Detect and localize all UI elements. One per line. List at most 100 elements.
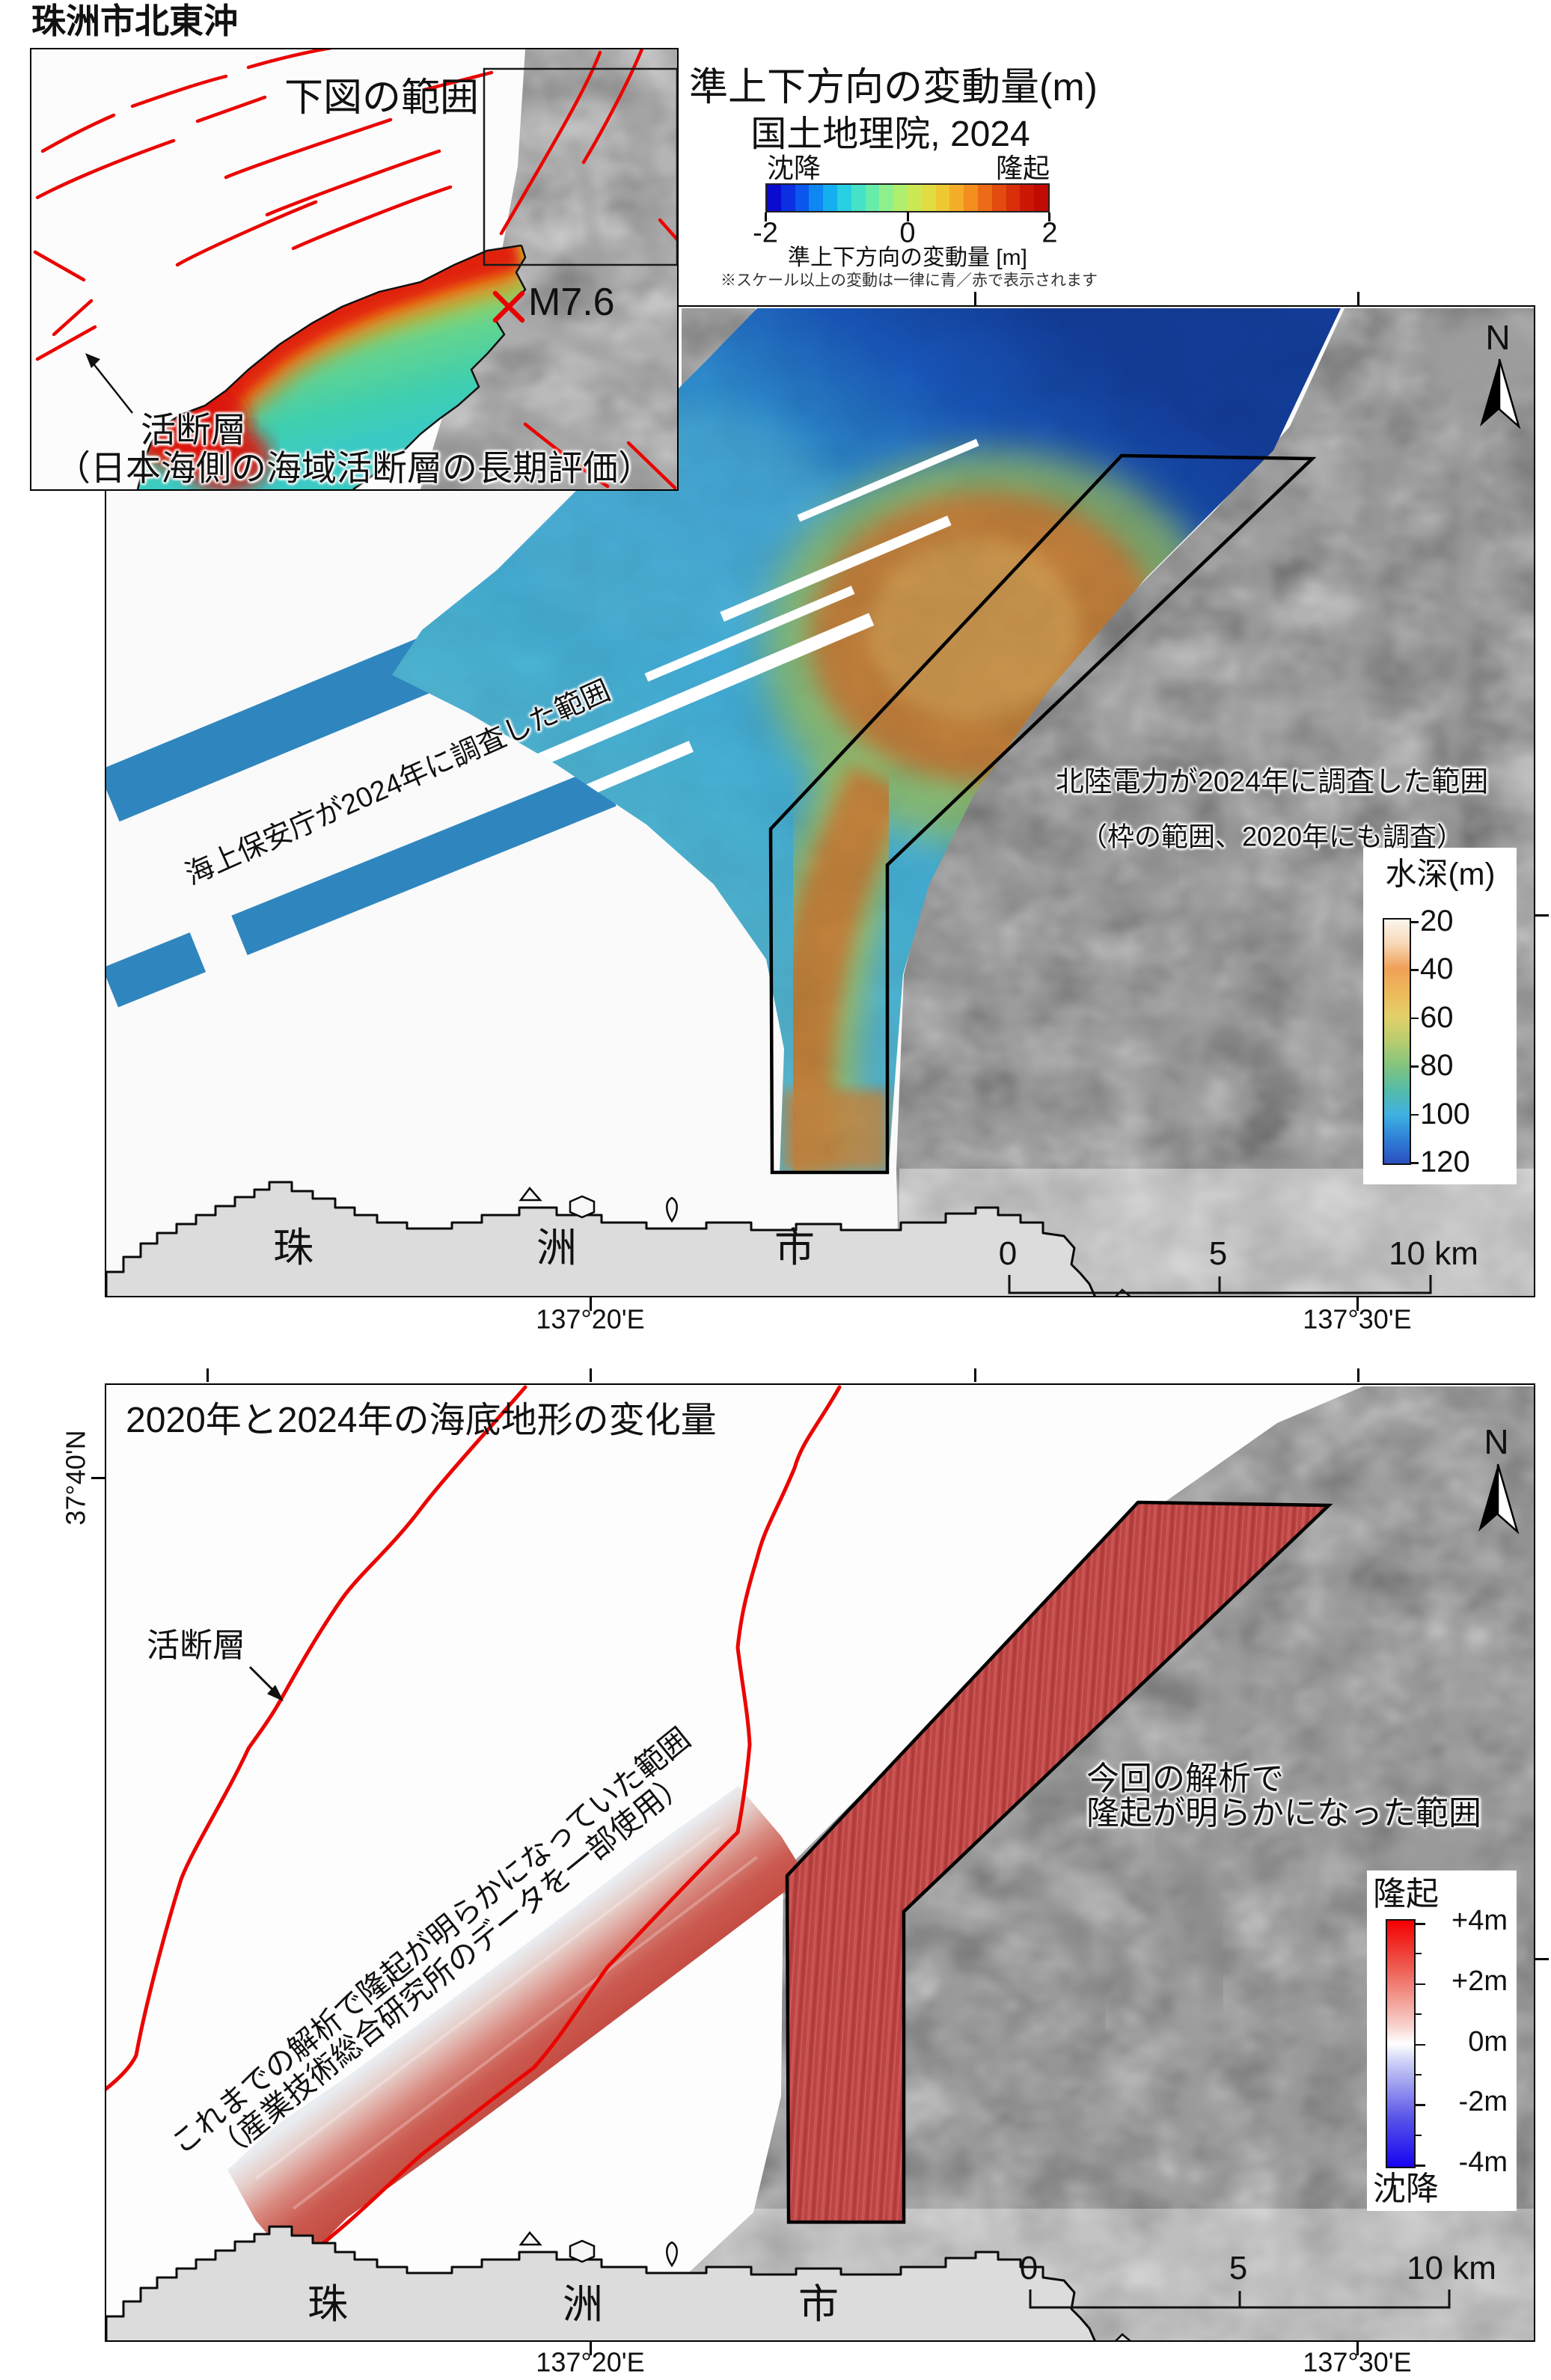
extent-rectangle xyxy=(483,67,677,266)
city-char-top-2: 洲 xyxy=(536,1225,577,1270)
gsi-colorbar-segment xyxy=(879,185,894,211)
gsi-subside-label: 沈降 xyxy=(767,153,822,183)
current-area-line1: 今回の解析で xyxy=(1086,1760,1284,1797)
north-label-bottom: N xyxy=(1484,1422,1509,1462)
inset-fault-sublabel: （日本海側の海域活断層の長期評価） xyxy=(55,448,653,488)
depth-tick-mark xyxy=(1410,1065,1419,1068)
scale-bar-top xyxy=(1008,1275,1432,1294)
uplift-minor-tick xyxy=(1416,2013,1422,2016)
bottom-map-graphics xyxy=(102,1385,1534,2343)
gsi-legend-source: 国土地理院, 2024 xyxy=(750,114,1030,155)
fault-arrow xyxy=(248,1665,284,1701)
lat-label: 37°40'N xyxy=(60,1430,91,1526)
depth-colorbar xyxy=(1383,918,1411,1165)
tick-bot-lon3 xyxy=(1357,1368,1359,1382)
depth-tick-mark xyxy=(1410,1162,1419,1164)
gsi-colorbar-segment xyxy=(767,185,781,211)
scalebar-bot-zero: 0 xyxy=(1019,2250,1038,2287)
gsi-tick-max-mark xyxy=(1048,212,1050,221)
scalebar-top-zero: 0 xyxy=(998,1235,1018,1273)
gsi-colorbar-segment xyxy=(977,185,992,211)
gsi-tick-mid: 0 xyxy=(899,217,916,249)
inset-range-label: 下図の範囲 xyxy=(284,76,480,120)
uplift-tick-label: +2m xyxy=(1451,1965,1508,1997)
tick-top-blon1 xyxy=(590,1297,592,1311)
tick-bot-lon0 xyxy=(207,1368,209,1382)
gsi-tick-min-mark xyxy=(765,212,767,221)
gsi-colorbar-segment xyxy=(935,185,950,211)
bottom-panel-title: 2020年と2024年の海底地形の変化量 xyxy=(126,1401,717,1440)
current-area-line2: 隆起が明らかになった範囲 xyxy=(1086,1795,1481,1832)
inset-fault-label: 活断層 xyxy=(141,410,246,450)
gsi-axis-label: 準上下方向の変動量 [m] xyxy=(788,245,1027,270)
tick-bot-blon1 xyxy=(590,2342,592,2355)
depth-legend: 水深(m) 20 40 60 80 100 120 xyxy=(1363,848,1517,1184)
gsi-colorbar xyxy=(765,183,1050,212)
uplift-tick-mark xyxy=(1416,2165,1425,2167)
uplift-tick-label: -2m xyxy=(1458,2086,1508,2118)
gsi-colorbar-segment xyxy=(991,185,1006,211)
inset-map xyxy=(30,48,679,491)
uplift-tick-mark xyxy=(1416,2043,1425,2046)
uplift-colorbar xyxy=(1386,1919,1416,2168)
page-title: 珠洲市北東沖 xyxy=(31,1,238,40)
north-arrow-icon xyxy=(1480,358,1521,429)
uplift-tick-mark xyxy=(1416,1983,1425,1986)
gsi-colorbar-segment xyxy=(1006,185,1021,211)
gsi-colorbar-segment xyxy=(795,185,810,211)
north-arrow-icon-bottom xyxy=(1478,1463,1520,1535)
bottom-map-panel xyxy=(102,1383,1535,2343)
depth-tick-mark xyxy=(1410,1113,1419,1116)
uplift-minor-tick xyxy=(1416,2073,1422,2075)
epicenter-cross-icon xyxy=(492,290,525,323)
gsi-colorbar-segment xyxy=(809,185,824,211)
gsi-colorbar-segment xyxy=(1020,185,1035,211)
scalebar-bot-five: 5 xyxy=(1229,2250,1248,2287)
uplift-tick-mark xyxy=(1416,2104,1425,2106)
depth-legend-title: 水深(m) xyxy=(1385,856,1496,892)
previous-uplift-swath xyxy=(227,1786,806,2269)
tick-bot-lat-left xyxy=(91,1477,105,1479)
epicenter-label: M7.6 xyxy=(528,281,615,324)
gsi-tick-mid-mark xyxy=(907,212,909,221)
scalebar-top-five: 5 xyxy=(1208,1235,1228,1273)
depth-tick-label: 80 xyxy=(1420,1049,1454,1083)
city-char-bot-1: 珠 xyxy=(308,2281,348,2327)
tick-bot-lon2 xyxy=(974,1368,976,1382)
gsi-uplift-label: 隆起 xyxy=(996,153,1050,183)
inset-graphics xyxy=(31,49,677,489)
uplift-legend-bottom-label: 沈降 xyxy=(1373,2171,1439,2207)
tick-top-blon2 xyxy=(1356,1297,1359,1311)
gsi-colorbar-segment xyxy=(893,185,908,211)
fault-label-bottom: 活断層 xyxy=(147,1627,245,1664)
gsi-colorbar-segment xyxy=(851,185,866,211)
depth-tick-label: 120 xyxy=(1420,1145,1470,1178)
rikuden-survey-outline xyxy=(768,453,1317,1175)
gsi-colorbar-segment xyxy=(921,185,936,211)
city-char-top-1: 珠 xyxy=(273,1225,313,1270)
gsi-colorbar-segment xyxy=(949,185,964,211)
scalebar-top-ten: 10 km xyxy=(1389,1235,1478,1273)
gsi-tick-max: 2 xyxy=(1041,217,1058,249)
gsi-colorbar-segment xyxy=(780,185,795,211)
depth-tick-mark xyxy=(1410,969,1419,971)
north-label-top: N xyxy=(1485,318,1511,358)
uplift-tick-label: +4m xyxy=(1451,1905,1508,1936)
uplift-tick-mark xyxy=(1416,1923,1425,1925)
tick-bot-lat-right xyxy=(1535,1958,1549,1960)
depth-tick-mark xyxy=(1410,921,1419,923)
uplift-legend: 隆起 +4m +2m 0m -2m -4m 沈降 xyxy=(1367,1870,1517,2211)
gsi-legend-title: 準上下方向の変動量(m) xyxy=(689,65,1098,109)
depth-tick-label: 40 xyxy=(1420,952,1454,986)
scale-bar-bottom xyxy=(1029,2289,1451,2309)
uplift-minor-tick xyxy=(1416,2134,1422,2136)
rikuden-area-label-line1: 北陸電力が2024年に調査した範囲 xyxy=(1055,766,1489,798)
inset-fault-lines xyxy=(33,49,677,489)
tick-bot-lon1 xyxy=(590,1368,592,1382)
gsi-colorbar-segment xyxy=(823,185,837,211)
current-uplift-polygon xyxy=(785,1500,1333,2224)
depth-tick-mark xyxy=(1410,1017,1419,1020)
gsi-colorbar-segment xyxy=(907,185,922,211)
gsi-colorbar-segment xyxy=(1034,185,1048,211)
